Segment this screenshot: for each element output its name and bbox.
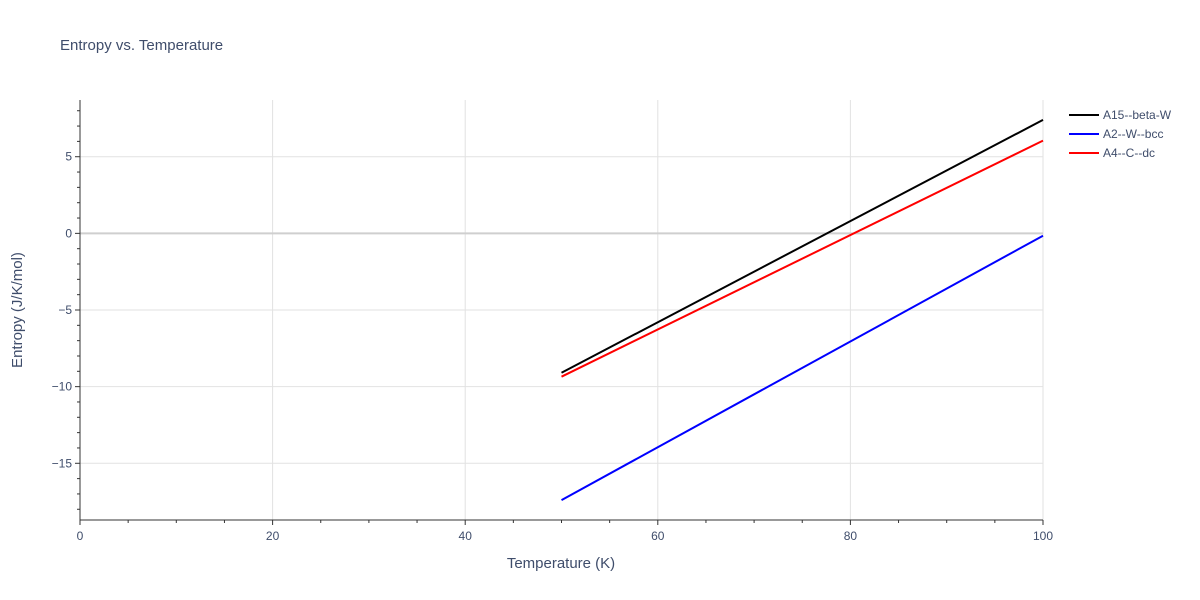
- x-tick-label: 100: [1033, 529, 1053, 543]
- x-tick-label: 0: [77, 529, 84, 543]
- series-line-a4-c-dc: [561, 139, 1044, 378]
- series-line-a2-w-bcc: [561, 234, 1044, 501]
- y-tick-label: −10: [52, 380, 73, 394]
- legend-item-a4-c-dc[interactable]: A4--C--dc: [1069, 146, 1155, 160]
- legend-label: A2--W--bcc: [1103, 127, 1163, 141]
- legend-item-a2-w-bcc[interactable]: A2--W--bcc: [1069, 127, 1163, 141]
- gridlines: [80, 100, 1044, 520]
- x-axis-title: Temperature (K): [507, 555, 615, 572]
- y-tick-label: −5: [58, 303, 72, 317]
- legend-label: A4--C--dc: [1103, 146, 1155, 160]
- legend-item-a15-beta-w[interactable]: A15--beta-W: [1069, 108, 1172, 122]
- axes: [75, 100, 1044, 525]
- x-tick-label: 60: [651, 529, 665, 543]
- y-tick-label: 0: [65, 226, 72, 240]
- legend[interactable]: A15--beta-W A2--W--bcc A4--C--dc: [1069, 108, 1172, 160]
- x-tick-label: 20: [266, 529, 280, 543]
- series-line-a15-beta-w: [561, 119, 1044, 374]
- y-tick-labels: 5 0 −5 −10 −15: [52, 150, 73, 471]
- series-lines: [561, 119, 1044, 501]
- x-tick-labels: 0 20 40 60 80 100: [77, 529, 1054, 543]
- x-tick-label: 40: [459, 529, 473, 543]
- chart-title: Entropy vs. Temperature: [60, 37, 223, 54]
- y-tick-label: 5: [65, 150, 72, 164]
- legend-label: A15--beta-W: [1103, 108, 1172, 122]
- y-tick-label: −15: [52, 456, 73, 470]
- x-tick-label: 80: [844, 529, 858, 543]
- y-axis-title: Entropy (J/K/mol): [9, 252, 26, 368]
